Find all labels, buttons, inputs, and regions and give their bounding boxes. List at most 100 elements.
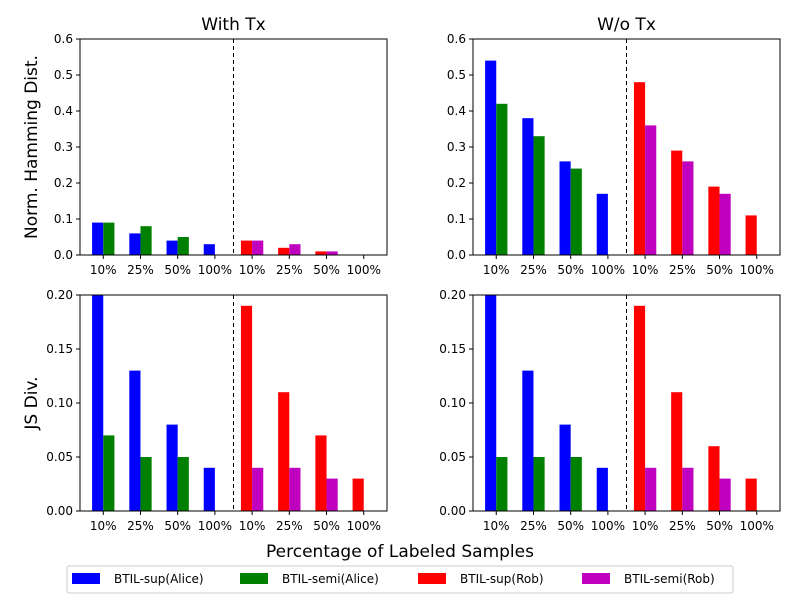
y-tick-label: 0.6 (447, 32, 466, 46)
y-tick-label: 0.6 (54, 32, 73, 46)
bar-sup-alice-4 (203, 244, 215, 255)
bar-semi-alice-1 (103, 435, 115, 511)
bar-semi-rob-6 (682, 467, 694, 511)
y-tick-label: 0.20 (439, 288, 466, 302)
bar-sup-rob-6 (671, 392, 683, 511)
bar-semi-alice-3 (570, 168, 582, 255)
legend: BTIL-sup(Alice) BTIL-semi(Alice) BTIL-su… (66, 565, 734, 594)
bar-semi-alice-1 (103, 222, 115, 255)
bar-sup-alice-1 (485, 295, 497, 511)
legend-swatch-semi-alice (240, 573, 268, 584)
legend-label-semi-rob: BTIL-semi(Rob) (624, 572, 715, 586)
y-tick-label: 0.10 (46, 396, 73, 410)
x-tick-label: 50% (706, 263, 733, 277)
y-tick-label: 0.00 (46, 504, 73, 518)
x-tick-label: 10% (632, 519, 659, 533)
bar-semi-rob-6 (289, 244, 301, 255)
bar-sup-alice-3 (166, 240, 178, 255)
y-axis-label: Norm. Hamming Dist. (22, 55, 42, 239)
bar-sup-rob-8 (745, 478, 757, 511)
x-tick-label: 50% (164, 263, 191, 277)
x-tick-label: 25% (276, 263, 303, 277)
x-tick-label: 50% (313, 263, 340, 277)
bar-sup-alice-1 (92, 295, 104, 511)
x-tick-label: 25% (276, 519, 303, 533)
y-tick-label: 0.2 (54, 176, 73, 190)
y-tick-label: 0.0 (54, 248, 73, 262)
bar-semi-rob-7 (326, 478, 338, 511)
x-tick-label: 25% (669, 519, 696, 533)
chart-panel-1: 0.0 0.1 0.2 0.3 0.4 0.5 0.6 10% 25% 50% 100% 10% 25%… (22, 15, 388, 277)
bar-sup-rob-6 (671, 150, 683, 255)
bar-sup-alice-3 (166, 424, 178, 511)
bar-semi-alice-1 (496, 457, 508, 511)
x-tick-label: 100% (198, 519, 232, 533)
bar-sup-alice-1 (485, 60, 497, 255)
x-tick-label: 100% (591, 263, 625, 277)
bar-sup-rob-5 (633, 82, 646, 255)
legend-frame (66, 565, 734, 594)
bar-sup-alice-2 (522, 118, 534, 255)
bar-sup-alice-2 (129, 233, 141, 255)
bar-semi-alice-1 (496, 103, 508, 255)
x-tick-label: 50% (557, 519, 584, 533)
legend-label-semi-alice: BTIL-semi(Alice) (282, 572, 379, 586)
x-tick-label: 10% (239, 263, 266, 277)
x-tick-label: 25% (520, 263, 547, 277)
x-tick-label: 25% (127, 263, 154, 277)
bar-semi-alice-3 (570, 457, 582, 511)
x-tick-label: 25% (520, 519, 547, 533)
y-tick-label: 0.2 (447, 176, 466, 190)
bar-semi-rob-6 (682, 161, 694, 255)
y-tick-label: 0.05 (439, 450, 466, 464)
x-tick-label: 100% (591, 519, 625, 533)
legend-swatch-sup-rob (418, 573, 446, 584)
bar-sup-alice-4 (203, 467, 215, 511)
x-tick-label: 50% (557, 263, 584, 277)
bar-sup-alice-4 (596, 193, 608, 255)
bar-sup-rob-5 (633, 305, 646, 511)
x-tick-label: 25% (669, 263, 696, 277)
y-tick-label: 0.5 (54, 68, 73, 82)
bar-sup-alice-1 (92, 222, 104, 255)
chart-panel-2: 0.0 0.1 0.2 0.3 0.4 0.5 0.6 10% 25% 50% 100% 10% 25%… (447, 15, 781, 277)
bar-sup-alice-3 (559, 424, 571, 511)
x-tick-label: 25% (127, 519, 154, 533)
x-tick-label: 50% (313, 519, 340, 533)
chart-panel-3: 0.00 0.05 0.10 0.15 0.20 10% 25% 50% 100% 10% 25% 5… (22, 288, 388, 533)
y-tick-label: 0.10 (439, 396, 466, 410)
y-tick-label: 0.00 (439, 504, 466, 518)
bar-sup-rob-7 (708, 186, 720, 255)
x-tick-label: 50% (706, 519, 733, 533)
bar-sup-rob-5 (240, 240, 253, 255)
bar-sup-rob-8 (352, 478, 364, 511)
y-tick-label: 0.1 (447, 212, 466, 226)
x-tick-label: 100% (740, 519, 774, 533)
bar-semi-alice-2 (533, 457, 545, 511)
y-tick-label: 0.05 (46, 450, 73, 464)
bar-semi-rob-7 (719, 478, 731, 511)
legend-swatch-sup-alice (72, 573, 100, 584)
x-tick-label: 10% (483, 519, 510, 533)
bar-semi-alice-3 (177, 237, 189, 255)
legend-label-sup-alice: BTIL-sup(Alice) (114, 572, 204, 586)
y-tick-label: 0.3 (54, 140, 73, 154)
y-axis-label: JS Div. (22, 376, 42, 430)
bar-sup-rob-7 (708, 446, 720, 511)
bar-sup-alice-2 (522, 370, 534, 511)
x-tick-label: 10% (239, 519, 266, 533)
bar-sup-rob-7 (315, 435, 327, 511)
bar-semi-alice-2 (140, 457, 152, 511)
x-tick-label: 100% (347, 519, 381, 533)
x-axis-label: Percentage of Labeled Samples (266, 542, 534, 562)
x-tick-label: 100% (347, 263, 381, 277)
x-tick-label: 10% (90, 519, 117, 533)
bar-semi-rob-5 (252, 467, 264, 511)
bar-semi-rob-5 (252, 240, 264, 255)
panel-title: W/o Tx (597, 15, 656, 35)
bar-sup-rob-6 (278, 392, 290, 511)
bar-semi-alice-2 (140, 226, 152, 255)
x-tick-label: 10% (632, 263, 659, 277)
y-tick-label: 0.0 (447, 248, 466, 262)
bar-semi-rob-6 (289, 467, 301, 511)
